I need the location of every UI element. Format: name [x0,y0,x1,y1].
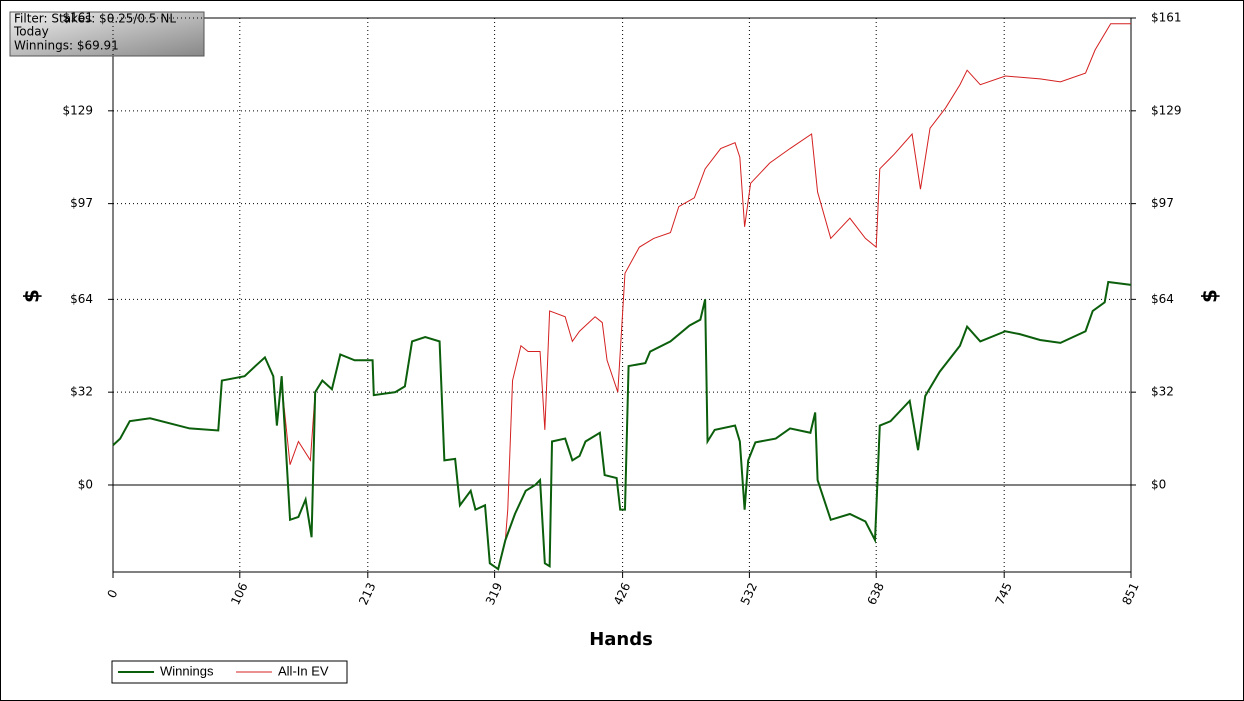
series-line [112,280,1132,571]
y-tick-label: $129 [62,103,93,117]
series-line [112,23,1131,570]
y2-tick-label: $64 [1151,292,1174,306]
y-tick-label: $0 [78,477,93,491]
x-axis-label: Hands [589,629,653,650]
filter-text: Winnings: $69.91 [14,39,119,53]
filter-text: Filter: Stakes: $0.25/0.5 NL [14,12,176,26]
legend [111,660,348,684]
y2-tick-label: $32 [1151,385,1174,399]
legend-label: All-In EV [278,663,329,678]
y-tick-label: $32 [70,385,93,399]
y2-tick-label: $161 [1151,11,1182,25]
legend-label: Winnings [160,663,214,678]
y2-tick-label: $97 [1151,196,1174,210]
y-axis-label: $ [20,289,44,303]
y2-tick-label: $129 [1151,103,1182,117]
filter-box [9,11,205,57]
y-tick-label: $161 [62,11,93,25]
y2-axis-label: $ [1198,289,1222,303]
y-tick-label: $64 [70,292,93,306]
y-tick-label: $97 [70,196,93,210]
filter-text: Today [13,25,49,39]
y2-tick-label: $0 [1151,477,1166,491]
